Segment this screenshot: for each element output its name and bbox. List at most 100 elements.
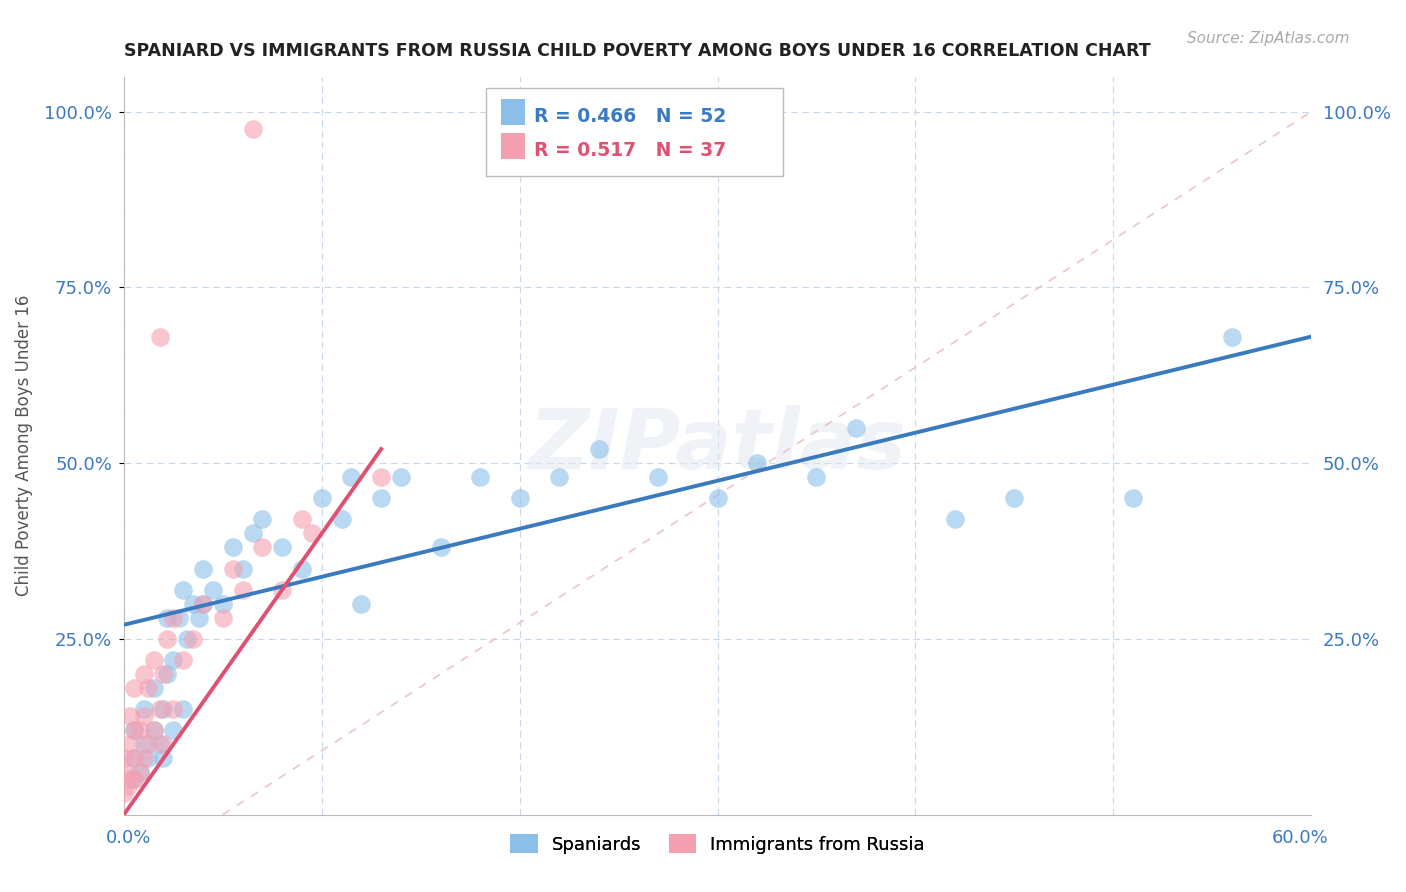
Point bbox=[148, 737, 170, 751]
Point bbox=[188, 611, 211, 625]
Point bbox=[172, 702, 194, 716]
FancyBboxPatch shape bbox=[486, 87, 783, 177]
Point bbox=[128, 765, 150, 780]
Point bbox=[156, 632, 179, 646]
Point bbox=[122, 681, 145, 695]
Text: SPANIARD VS IMMIGRANTS FROM RUSSIA CHILD POVERTY AMONG BOYS UNDER 16 CORRELATION: SPANIARD VS IMMIGRANTS FROM RUSSIA CHILD… bbox=[124, 42, 1150, 60]
Point bbox=[806, 470, 828, 484]
Point bbox=[548, 470, 571, 484]
Point bbox=[162, 653, 184, 667]
Point bbox=[148, 329, 170, 343]
Point bbox=[128, 723, 150, 738]
FancyBboxPatch shape bbox=[502, 134, 526, 160]
Point bbox=[122, 751, 145, 765]
Point bbox=[389, 470, 412, 484]
Point bbox=[252, 512, 274, 526]
Point bbox=[162, 723, 184, 738]
Point bbox=[142, 723, 165, 738]
Y-axis label: Child Poverty Among Boys Under 16: Child Poverty Among Boys Under 16 bbox=[15, 295, 32, 596]
Point bbox=[176, 632, 198, 646]
Point bbox=[181, 632, 204, 646]
Point bbox=[845, 421, 868, 435]
Point bbox=[232, 582, 254, 597]
Point bbox=[132, 667, 155, 681]
Point bbox=[122, 772, 145, 787]
Point bbox=[132, 709, 155, 723]
Point bbox=[152, 737, 174, 751]
Point bbox=[181, 597, 204, 611]
Text: Source: ZipAtlas.com: Source: ZipAtlas.com bbox=[1187, 31, 1350, 46]
Text: R = 0.517   N = 37: R = 0.517 N = 37 bbox=[533, 141, 725, 160]
Point bbox=[350, 597, 373, 611]
Point bbox=[112, 765, 135, 780]
Point bbox=[112, 787, 135, 801]
Point bbox=[232, 561, 254, 575]
Point bbox=[152, 667, 174, 681]
Point bbox=[117, 780, 139, 794]
Point bbox=[242, 526, 264, 541]
Point bbox=[142, 653, 165, 667]
Point bbox=[128, 765, 150, 780]
Point bbox=[301, 526, 323, 541]
Point bbox=[468, 470, 491, 484]
Point bbox=[136, 737, 159, 751]
Point bbox=[148, 702, 170, 716]
Point bbox=[152, 751, 174, 765]
Point bbox=[191, 561, 214, 575]
Point bbox=[118, 737, 141, 751]
Point bbox=[162, 611, 184, 625]
Point bbox=[212, 611, 235, 625]
Point bbox=[370, 491, 392, 506]
Point bbox=[429, 541, 451, 555]
Point bbox=[152, 702, 174, 716]
Point bbox=[1122, 491, 1144, 506]
Point bbox=[1002, 491, 1025, 506]
Point bbox=[271, 582, 294, 597]
Point bbox=[162, 702, 184, 716]
Point bbox=[242, 122, 264, 136]
Point bbox=[122, 723, 145, 738]
Text: ZIPatlas: ZIPatlas bbox=[529, 405, 907, 486]
Point bbox=[647, 470, 669, 484]
Point bbox=[156, 667, 179, 681]
FancyBboxPatch shape bbox=[502, 99, 526, 125]
Point bbox=[747, 456, 769, 470]
Point bbox=[291, 512, 314, 526]
Point bbox=[222, 561, 245, 575]
Point bbox=[136, 751, 159, 765]
Point bbox=[291, 561, 314, 575]
Point bbox=[156, 611, 179, 625]
Point bbox=[943, 512, 966, 526]
Point bbox=[201, 582, 224, 597]
Point bbox=[118, 709, 141, 723]
Legend: Spaniards, Immigrants from Russia: Spaniards, Immigrants from Russia bbox=[503, 827, 932, 861]
Point bbox=[122, 723, 145, 738]
Point bbox=[222, 541, 245, 555]
Point bbox=[142, 723, 165, 738]
Point bbox=[330, 512, 353, 526]
Point bbox=[191, 597, 214, 611]
Point bbox=[311, 491, 333, 506]
Text: 0.0%: 0.0% bbox=[105, 829, 150, 847]
Point bbox=[122, 772, 145, 787]
Point bbox=[340, 470, 363, 484]
Point bbox=[252, 541, 274, 555]
Text: R = 0.466   N = 52: R = 0.466 N = 52 bbox=[533, 107, 725, 126]
Point bbox=[212, 597, 235, 611]
Point bbox=[122, 751, 145, 765]
Point bbox=[271, 541, 294, 555]
Point bbox=[132, 751, 155, 765]
Point bbox=[132, 737, 155, 751]
Point bbox=[169, 611, 191, 625]
Point bbox=[172, 653, 194, 667]
Point bbox=[136, 681, 159, 695]
Point bbox=[706, 491, 728, 506]
Point bbox=[112, 751, 135, 765]
Text: 60.0%: 60.0% bbox=[1272, 829, 1329, 847]
Point bbox=[588, 442, 610, 456]
Point bbox=[1220, 329, 1243, 343]
Point bbox=[132, 702, 155, 716]
Point bbox=[118, 772, 141, 787]
Point bbox=[172, 582, 194, 597]
Point bbox=[191, 597, 214, 611]
